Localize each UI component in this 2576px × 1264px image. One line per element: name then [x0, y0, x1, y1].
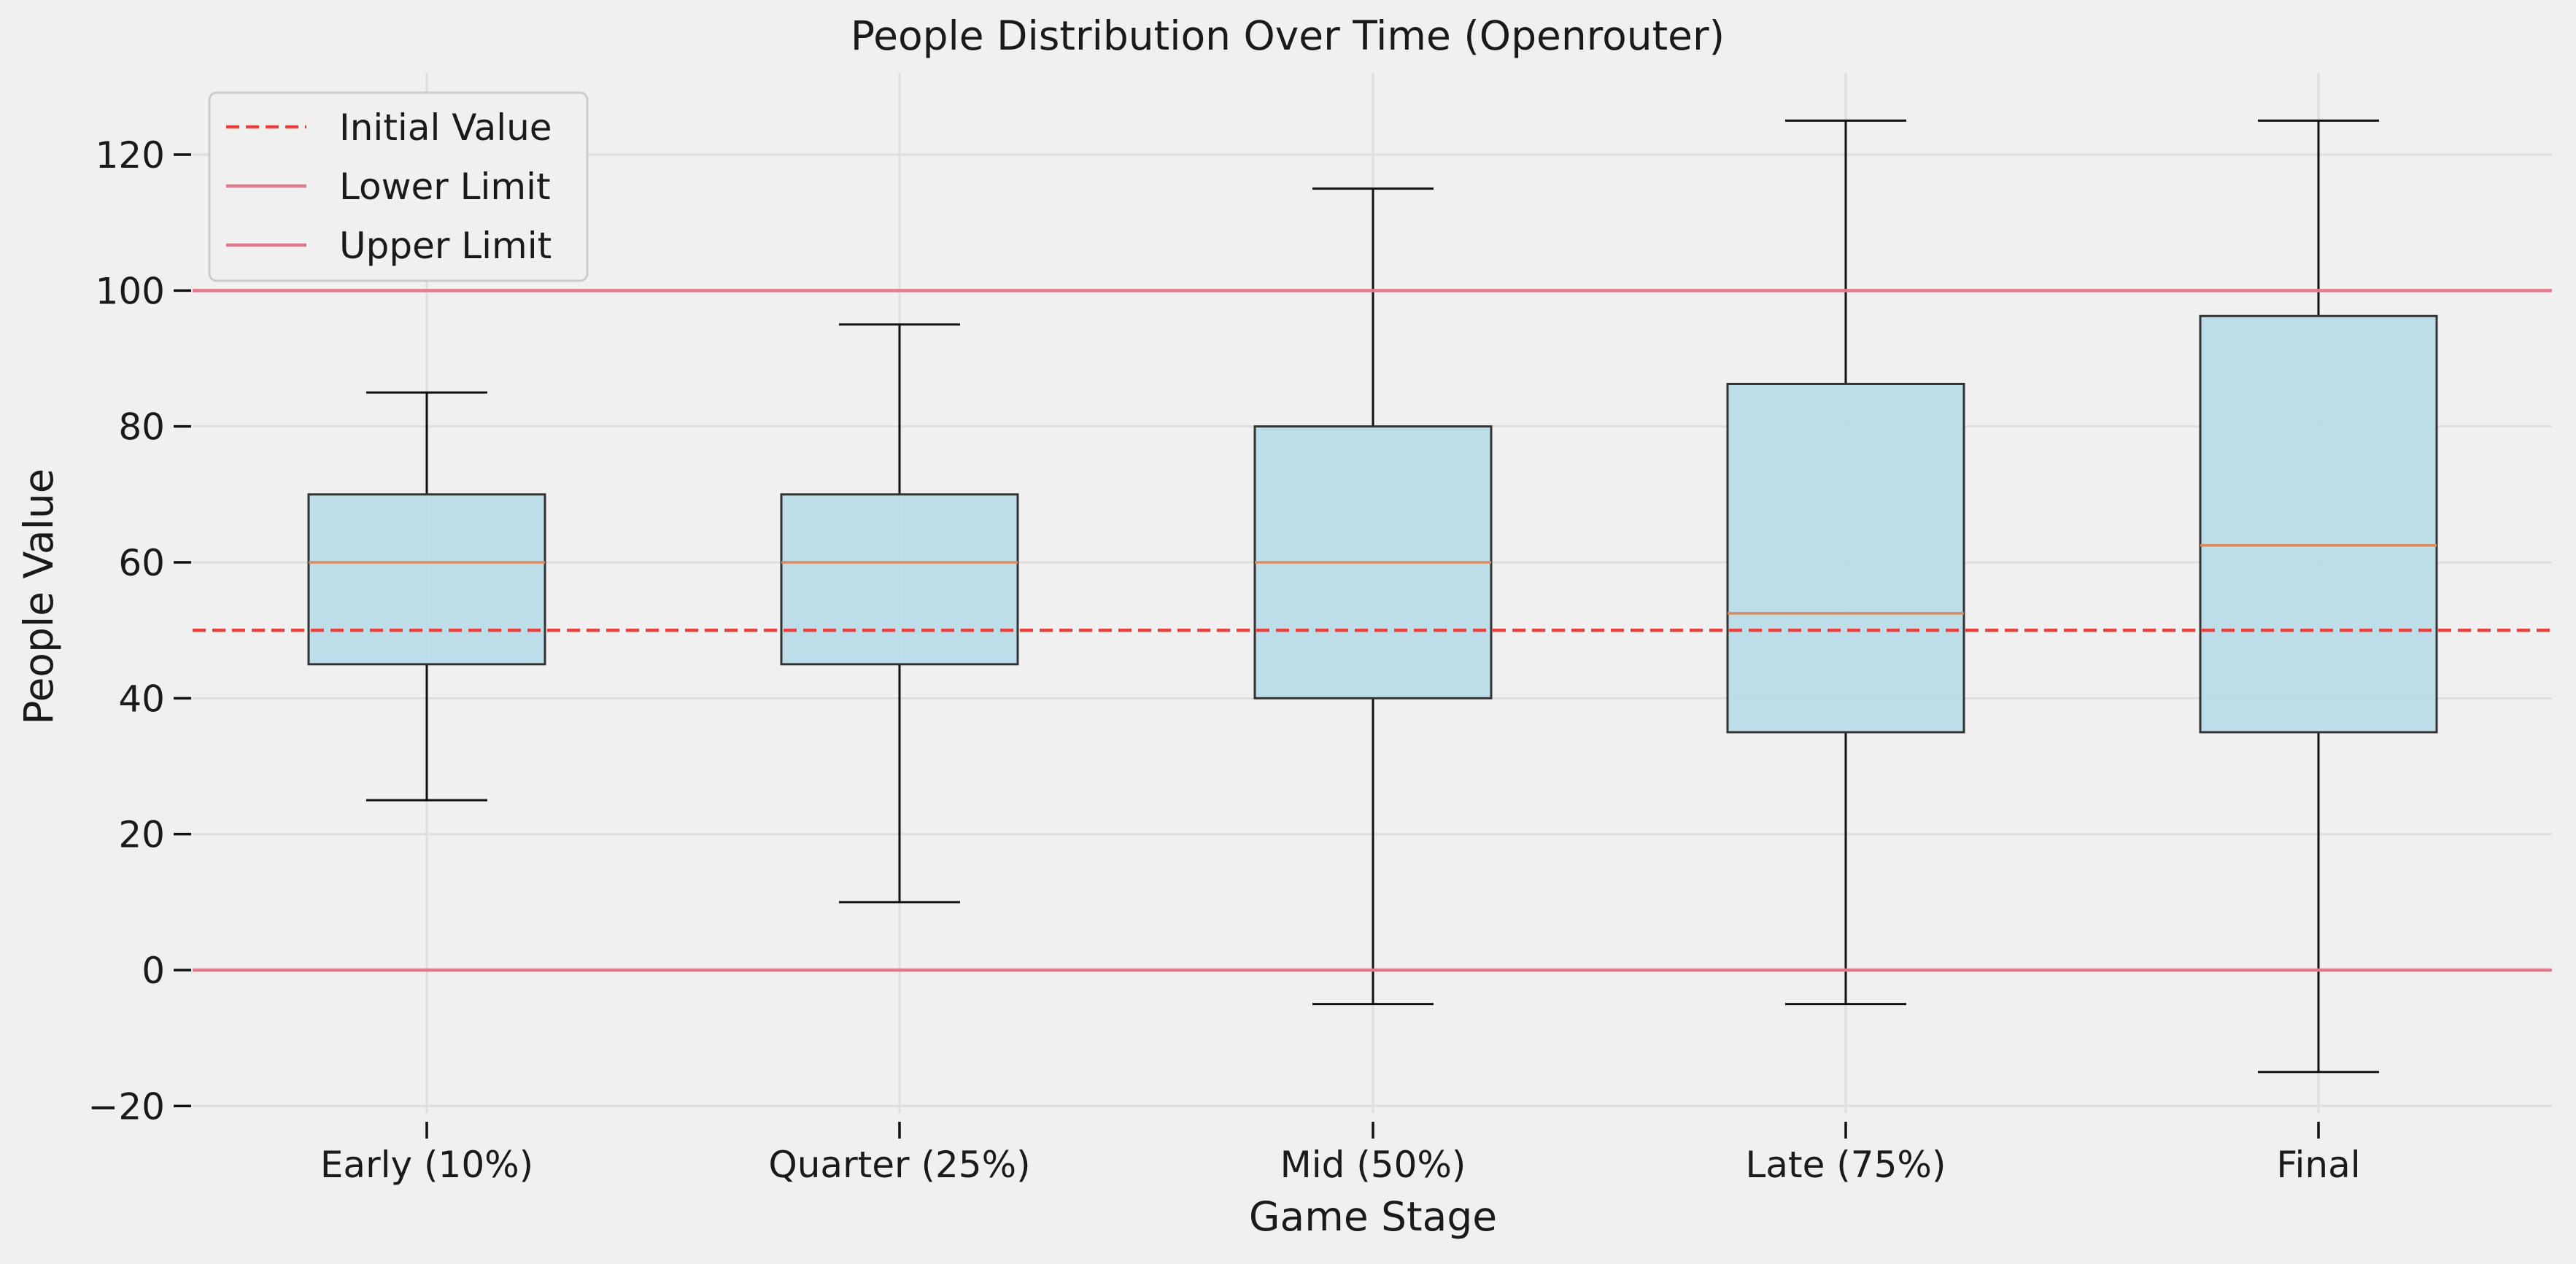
legend-label: Upper Limit	[339, 225, 552, 267]
x-axis: Early (10%) Quarter (25%) Mid (50%) Late (7…	[320, 1122, 2361, 1186]
legend-label: Lower Limit	[339, 166, 551, 208]
y-tick-label: −20	[88, 1085, 165, 1128]
y-tick-label: 100	[96, 270, 165, 312]
legend: Initial Value Lower Limit Upper Limit	[208, 91, 589, 282]
chart-title: People Distribution Over Time (Openroute…	[851, 12, 1725, 59]
iqr-box	[780, 493, 1019, 666]
y-tick-label: 80	[118, 406, 165, 449]
x-tick-label: Mid (50%)	[1280, 1144, 1466, 1186]
boxes	[193, 119, 2552, 1074]
x-tick-label: Early (10%)	[320, 1144, 533, 1186]
x-tick-label: Late (75%)	[1746, 1144, 1946, 1186]
x-axis-label: Game Stage	[1249, 1193, 1497, 1240]
box-group	[1726, 119, 1965, 1006]
box-group	[2199, 119, 2438, 1074]
legend-box	[208, 91, 589, 282]
iqr-box	[2199, 314, 2438, 734]
x-tick-label: Final	[2276, 1144, 2360, 1186]
box-group	[1253, 187, 1493, 1006]
y-tick-label: 20	[118, 814, 165, 856]
box-group	[307, 391, 546, 802]
y-tick-label: 0	[142, 950, 165, 992]
y-axis: −20 0 20 40 60 80 100 120	[88, 134, 191, 1128]
legend-label: Initial Value	[339, 106, 552, 149]
box-group	[780, 323, 1019, 904]
y-tick-label: 120	[96, 134, 165, 177]
x-tick-label: Quarter (25%)	[768, 1144, 1030, 1186]
y-axis-label: People Value	[15, 468, 62, 724]
y-tick-label: 60	[118, 542, 165, 584]
y-tick-label: 40	[118, 678, 165, 720]
iqr-box	[1726, 382, 1965, 734]
iqr-box	[307, 493, 546, 666]
